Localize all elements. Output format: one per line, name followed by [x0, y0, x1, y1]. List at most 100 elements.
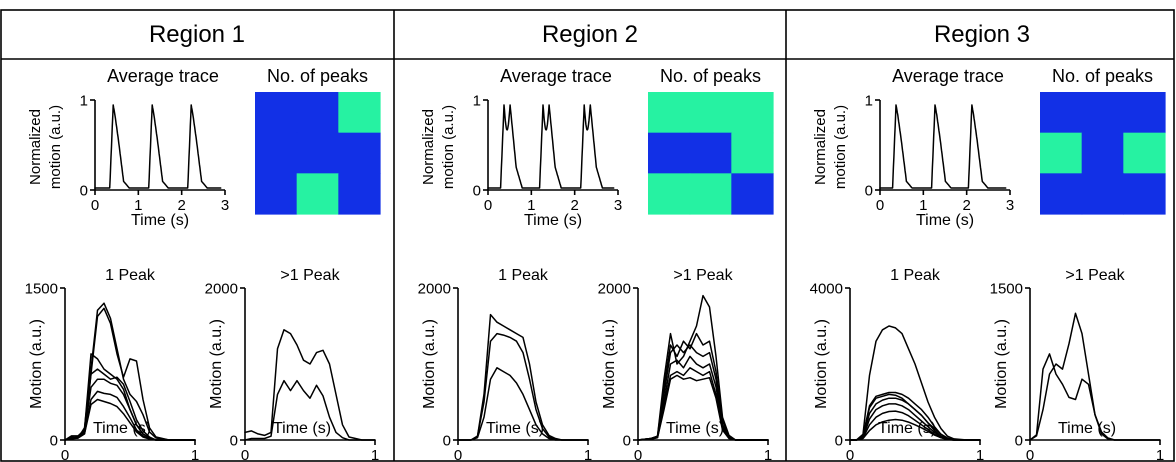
- multi-peak-x-tick-label: 0: [241, 447, 249, 462]
- peaks-map-cell: [255, 132, 298, 174]
- peaks-map-cell: [296, 132, 339, 174]
- region-title: Region 2: [542, 21, 638, 48]
- average-trace-x-label: Time (s): [916, 212, 974, 229]
- multi-peak-x-tick-label: 0: [634, 447, 642, 462]
- peaks-map-cell: [689, 173, 732, 215]
- region-title: Region 3: [934, 21, 1030, 48]
- peaks-map-cell: [1123, 92, 1166, 134]
- peaks-map-title: No. of peaks: [660, 66, 761, 86]
- multi-peak-series-6: [637, 374, 769, 441]
- average-trace-x-tick-label: 3: [614, 197, 622, 214]
- multi-peak-title: >1 Peak: [280, 267, 340, 284]
- one-peak-x-tick-label: 0: [846, 447, 854, 462]
- peaks-map-cell: [1081, 132, 1124, 174]
- peaks-map-cell: [689, 92, 732, 134]
- average-trace-x-tick-label: 2: [962, 197, 970, 214]
- one-peak-x-tick-label: 1: [584, 447, 592, 462]
- multi-peak-x-tick-label: 1: [371, 447, 379, 462]
- peaks-map-cell: [296, 92, 339, 134]
- peaks-map-cell: [296, 173, 339, 215]
- one-peak-title: 1 Peak: [890, 267, 941, 284]
- peaks-map-cell: [1081, 173, 1124, 215]
- peaks-map-cell: [338, 92, 381, 134]
- average-trace-y-label: motion (a.u.): [440, 105, 457, 189]
- one-peak-series-7: [64, 398, 196, 441]
- peaks-map: No. of peaks: [255, 66, 381, 215]
- peaks-map-title: No. of peaks: [1052, 66, 1153, 86]
- average-trace-x-tick-label: 2: [177, 197, 185, 214]
- multi-peak-y-tick-label: 1500: [990, 280, 1023, 297]
- one-peak-series-1: [849, 325, 981, 441]
- one-peak-series-4: [849, 397, 981, 441]
- peaks-map-cell: [648, 173, 691, 215]
- peaks-map-cell: [1123, 173, 1166, 215]
- multi-peak-y-tick-label: 2000: [205, 280, 238, 297]
- one-peak-y-tick-label: 2000: [418, 280, 451, 297]
- one-peak-y-label: Motion (a.u.): [813, 319, 830, 409]
- average-trace-y-label: motion (a.u.): [47, 105, 64, 189]
- one-peak-y-tick-label: 0: [50, 432, 58, 449]
- one-peak-title: 1 Peak: [498, 267, 549, 284]
- one-peak-x-tick-label: 0: [61, 447, 69, 462]
- one-peak-x-label: Time (s): [486, 420, 544, 437]
- multi-peak-x-label: Time (s): [273, 420, 331, 437]
- peaks-map-cell: [689, 132, 732, 174]
- average-trace-x-tick-label: 2: [570, 197, 578, 214]
- multi-peak-series-2: [244, 379, 376, 441]
- multi-peak-x-label: Time (s): [666, 420, 724, 437]
- multi-peak-y-label: Motion (a.u.): [601, 319, 618, 409]
- average-trace-title: Average trace: [892, 66, 1004, 86]
- multi-peak-series-2: [1029, 353, 1161, 441]
- average-trace-y-label: Normalized: [420, 109, 437, 185]
- peaks-map-cell: [1123, 132, 1166, 174]
- average-trace-x-tick-label: 1: [919, 197, 927, 214]
- average-trace-line: [879, 104, 1007, 189]
- peaks-map-cell: [1040, 92, 1083, 134]
- peaks-map-cell: [255, 173, 298, 215]
- multi-peak-plot: >1 Peak 0 1 0 2000 Time (s) Motion (a.u.): [598, 267, 773, 462]
- one-peak-x-tick-label: 1: [976, 447, 984, 462]
- multi-peak-y-label: Motion (a.u.): [208, 319, 225, 409]
- multi-peak-series-1: [244, 329, 376, 441]
- average-trace-y-tick-label: 0: [80, 182, 88, 199]
- one-peak-series-7: [849, 418, 981, 441]
- multi-peak-y-tick-label: 0: [1015, 432, 1023, 449]
- average-trace-y-tick-label: 0: [473, 182, 481, 199]
- peaks-map-cell: [255, 92, 298, 134]
- one-peak-x-tick-label: 1: [191, 447, 199, 462]
- multi-peak-plot: >1 Peak 0 1 0 1500 Time (s) Motion (a.u.): [990, 267, 1165, 462]
- average-trace-y-label: Normalized: [27, 109, 44, 185]
- multi-peak-plot: >1 Peak 0 1 0 2000 Time (s) Motion (a.u.): [205, 267, 380, 462]
- multi-peak-y-label: Motion (a.u.): [993, 319, 1010, 409]
- peaks-map-cell: [1040, 173, 1083, 215]
- average-trace-y-tick-label: 0: [865, 182, 873, 199]
- multi-peak-y-tick-label: 0: [230, 432, 238, 449]
- one-peak-y-tick-label: 0: [835, 432, 843, 449]
- one-peak-series-3: [457, 367, 589, 441]
- peaks-map: No. of peaks: [648, 66, 774, 215]
- peaks-map-cell: [338, 173, 381, 215]
- peaks-map-cell: [731, 173, 774, 215]
- average-trace-x-tick-label: 0: [91, 197, 99, 214]
- one-peak-y-label: Motion (a.u.): [421, 319, 438, 409]
- multi-peak-y-tick-label: 2000: [598, 280, 631, 297]
- multi-peak-x-tick-label: 0: [1026, 447, 1034, 462]
- region-title: Region 1: [149, 21, 245, 48]
- average-trace-x-tick-label: 0: [876, 197, 884, 214]
- average-trace-x-tick-label: 3: [1006, 197, 1014, 214]
- peaks-map-cell: [1040, 132, 1083, 174]
- one-peak-title: 1 Peak: [105, 267, 156, 284]
- one-peak-y-tick-label: 0: [443, 432, 451, 449]
- peaks-map-cell: [731, 92, 774, 134]
- one-peak-plot: 1 Peak 0 1 0 2000 Time (s) Motion (a.u.): [418, 267, 593, 462]
- one-peak-y-tick-label: 4000: [810, 280, 843, 297]
- peaks-map-cell: [648, 132, 691, 174]
- average-trace-line: [94, 104, 222, 189]
